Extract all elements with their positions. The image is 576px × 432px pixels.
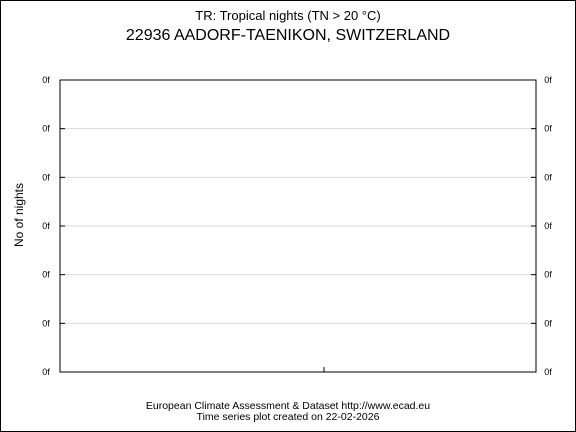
y-tick-label-right: 0f <box>544 318 552 328</box>
y-tick-label-right: 0f <box>544 75 552 85</box>
y-tick-label-left: 0f <box>42 270 50 280</box>
y-tick-label-left: 0f <box>42 221 50 231</box>
y-tick-label-right: 0f <box>544 270 552 280</box>
chart-subtitle: TR: Tropical nights (TN > 20 °C) <box>195 8 381 23</box>
y-tick-label-left: 0f <box>42 124 50 134</box>
y-tick-label-right: 0f <box>544 367 552 377</box>
chart-title: 22936 AADORF-TAENIKON, SWITZERLAND <box>125 27 451 44</box>
y-ticks-right: 0f 0f 0f 0f 0f 0f 0f <box>531 75 552 377</box>
y-tick-label-left: 0f <box>42 367 50 377</box>
y-tick-label-left: 0f <box>42 318 50 328</box>
grid-lines <box>60 128 536 324</box>
y-tick-label-right: 0f <box>544 124 552 134</box>
y-tick-label-left: 0f <box>42 75 50 85</box>
y-tick-label-right: 0f <box>544 172 552 182</box>
y-tick-label-left: 0f <box>42 172 50 182</box>
y-ticks-left: 0f 0f 0f 0f 0f 0f 0f <box>42 75 65 377</box>
y-tick-label-right: 0f <box>544 221 552 231</box>
footer-created: Time series plot created on 22-02-2026 <box>196 411 380 423</box>
footer-source: European Climate Assessment & Dataset ht… <box>145 400 431 412</box>
